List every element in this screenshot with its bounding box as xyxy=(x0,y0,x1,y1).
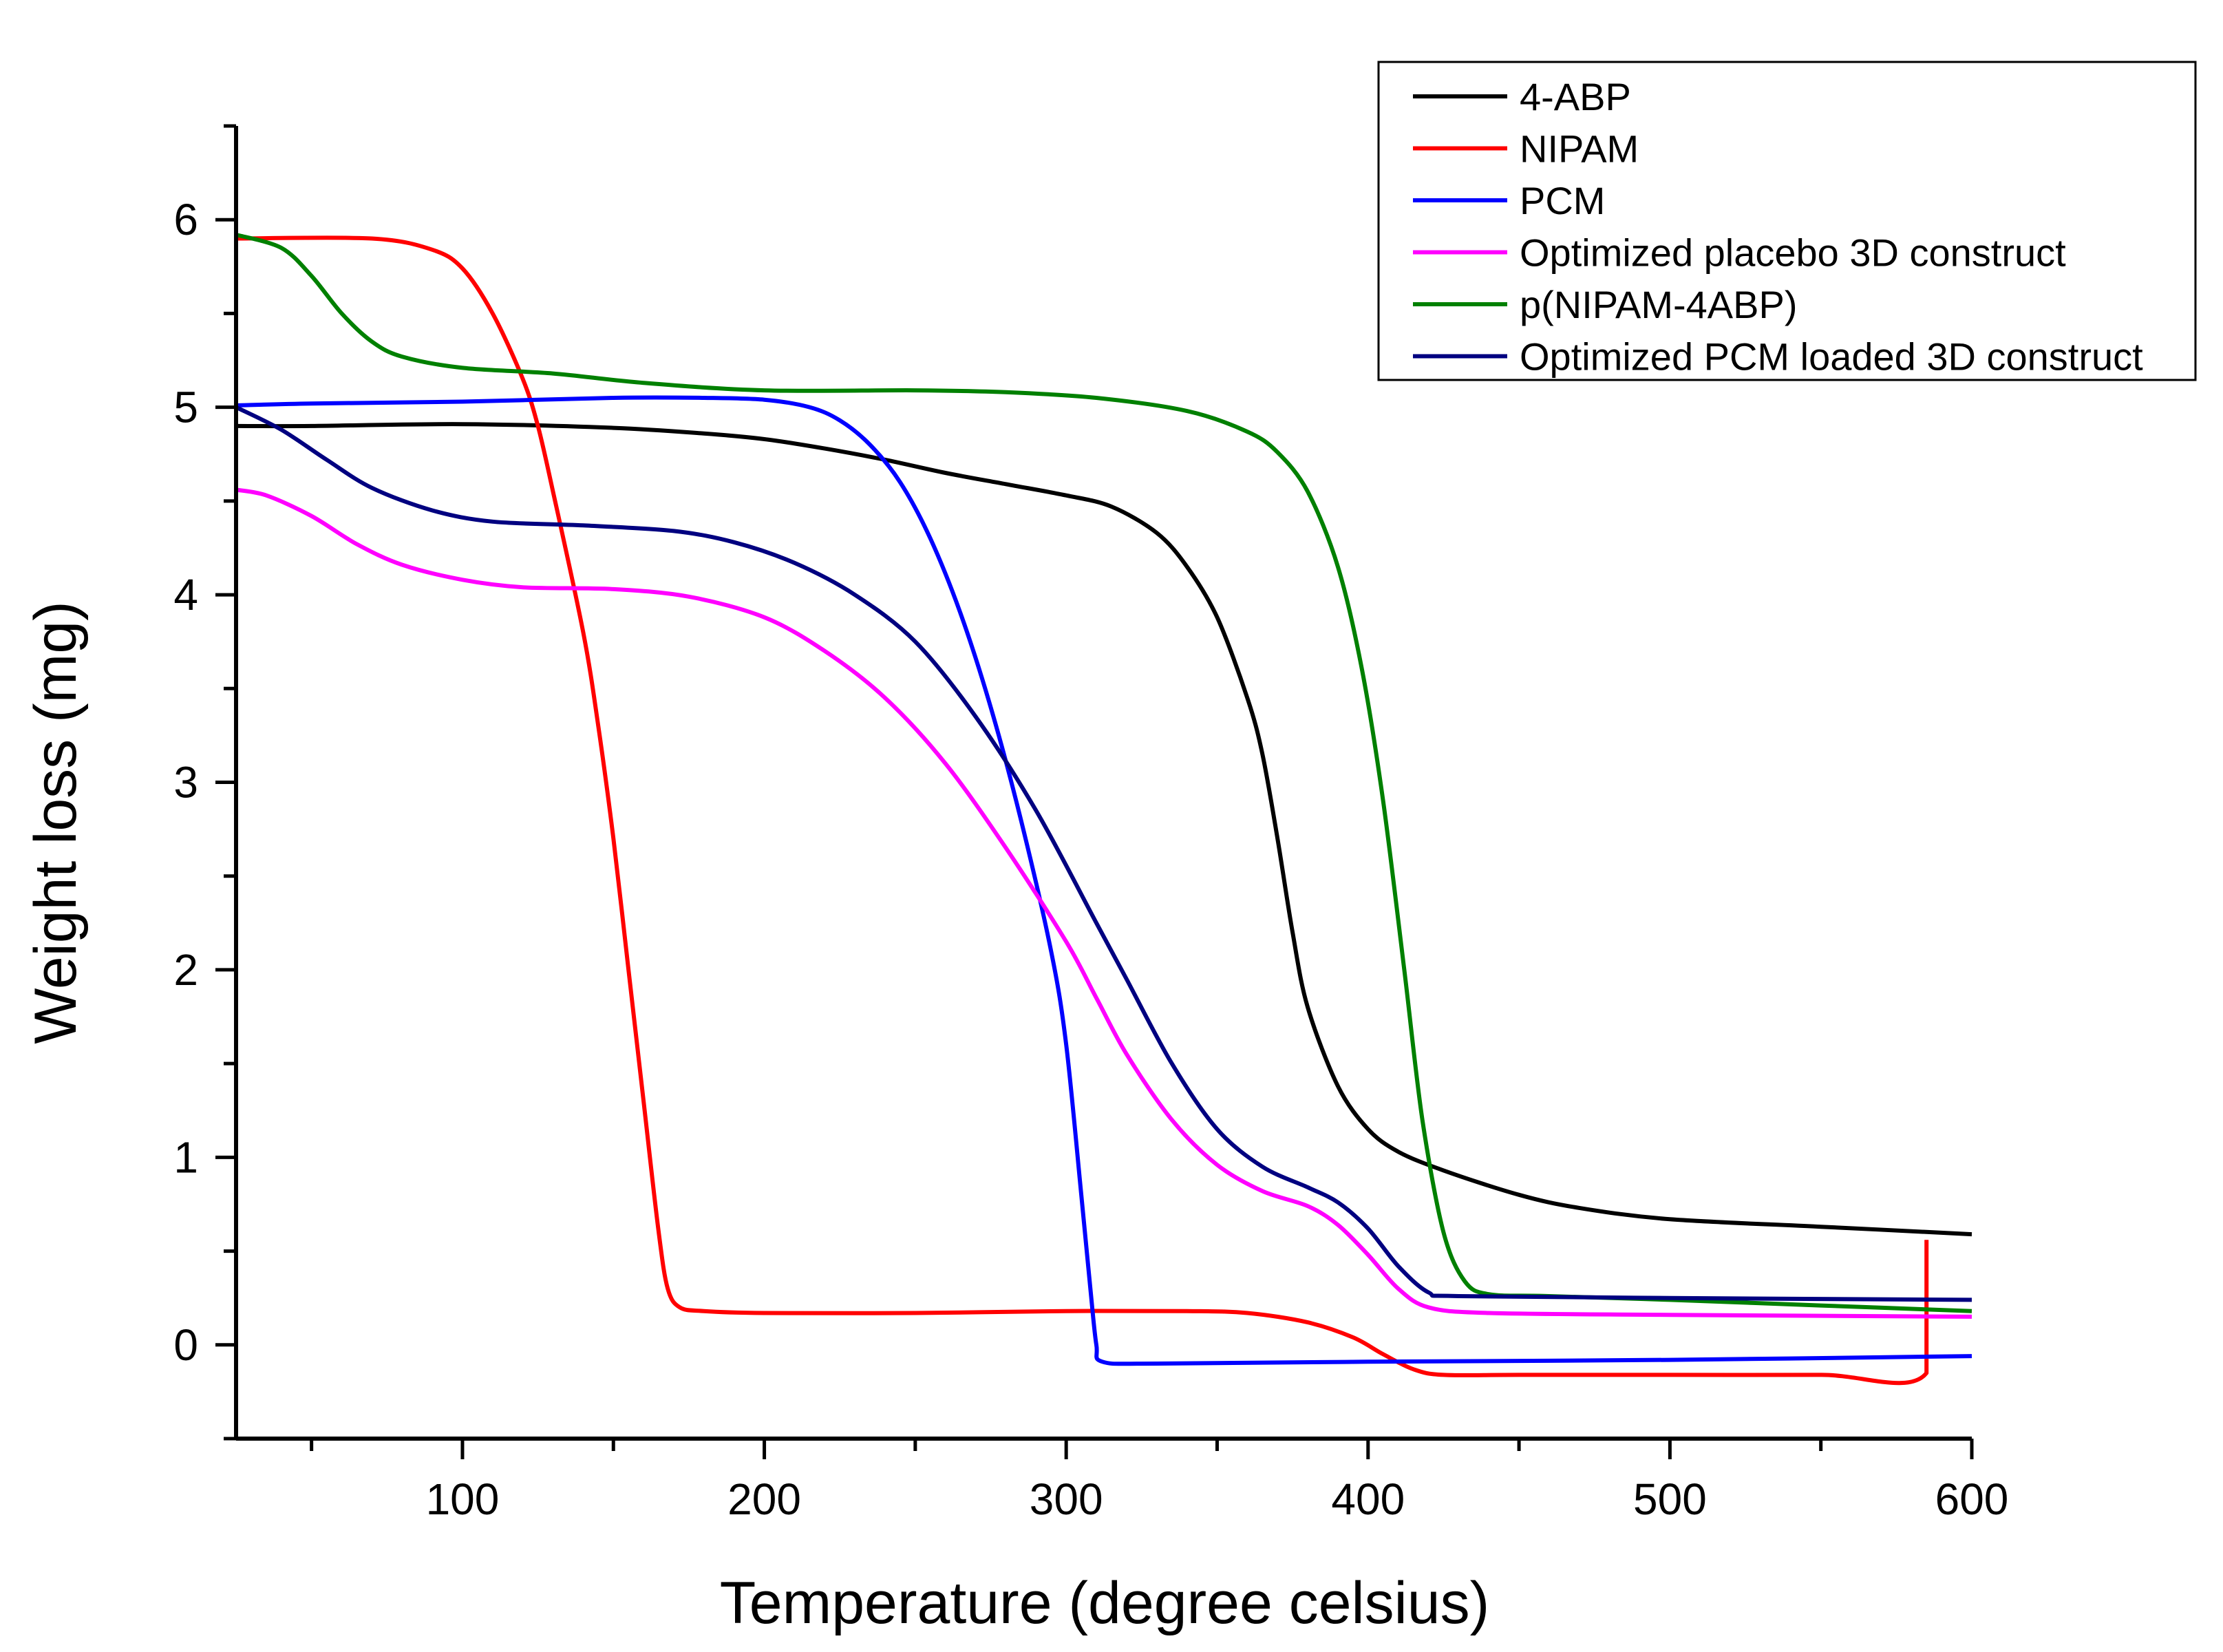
legend-label: Optimized placebo 3D construct xyxy=(1520,231,2066,275)
x-ticks: 100 200 300 400 500 600 xyxy=(310,1439,2009,1524)
legend-item: Optimized placebo 3D construct xyxy=(1413,231,2066,275)
y-tick-label: 4 xyxy=(173,570,198,620)
legend-item: Optimized PCM loaded 3D construct xyxy=(1413,335,2143,379)
x-tick-label: 600 xyxy=(1935,1474,2009,1524)
legend-label: NIPAM xyxy=(1520,127,1639,171)
legend-label: PCM xyxy=(1520,179,1605,222)
y-tick-label: 6 xyxy=(173,195,198,244)
series-line-optimized-pcm-loaded-3d-construct xyxy=(235,405,1972,1302)
y-tick-label: 0 xyxy=(173,1320,198,1370)
axes-layer: 100 200 300 400 500 600 0 1 2 3 4 5 6 xyxy=(173,124,2009,1524)
x-tick-label: 100 xyxy=(426,1474,500,1524)
y-axis-title: Weight loss (mg) xyxy=(23,601,89,1044)
y-ticks: 0 1 2 3 4 5 6 xyxy=(173,124,236,1441)
series-line-optimized-placebo-3d-construct xyxy=(235,487,1972,1319)
legend-item: 4-ABP xyxy=(1413,75,1631,118)
x-tick-label: 200 xyxy=(727,1474,801,1524)
y-tick-label: 5 xyxy=(173,383,198,432)
series-line-nipam xyxy=(235,235,1929,1386)
legend-item: p(NIPAM-4ABP) xyxy=(1413,283,1797,326)
legend-label: p(NIPAM-4ABP) xyxy=(1520,283,1797,326)
series-line-pcm xyxy=(235,395,1972,1366)
legend-box xyxy=(1377,61,2197,381)
plot-area: 100 200 300 400 500 600 0 1 2 3 4 5 6 xyxy=(173,124,2009,1524)
x-tick-label: 300 xyxy=(1030,1474,1103,1524)
x-tick-label: 400 xyxy=(1331,1474,1405,1524)
y-tick-label: 3 xyxy=(173,758,198,807)
y-tick-label: 1 xyxy=(173,1132,198,1182)
x-axis-title: Temperature (degree celsius) xyxy=(720,1570,1490,1636)
legend-items: 4-ABP NIPAM PCM Optimized placebo 3D constr… xyxy=(1413,75,2143,379)
legend-item: PCM xyxy=(1413,179,1605,222)
legend-label: Optimized PCM loaded 3D construct xyxy=(1520,335,2143,379)
legend-item: NIPAM xyxy=(1413,127,1639,171)
legend-label: 4-ABP xyxy=(1520,75,1631,118)
series-line-p-nipam-4abp xyxy=(235,233,1972,1313)
series-layer xyxy=(235,233,1972,1386)
series-line-4-abp xyxy=(235,422,1972,1237)
legend: 4-ABP NIPAM PCM Optimized placebo 3D constr… xyxy=(1377,61,2197,381)
y-tick-label: 2 xyxy=(173,945,198,995)
x-tick-label: 500 xyxy=(1633,1474,1707,1524)
